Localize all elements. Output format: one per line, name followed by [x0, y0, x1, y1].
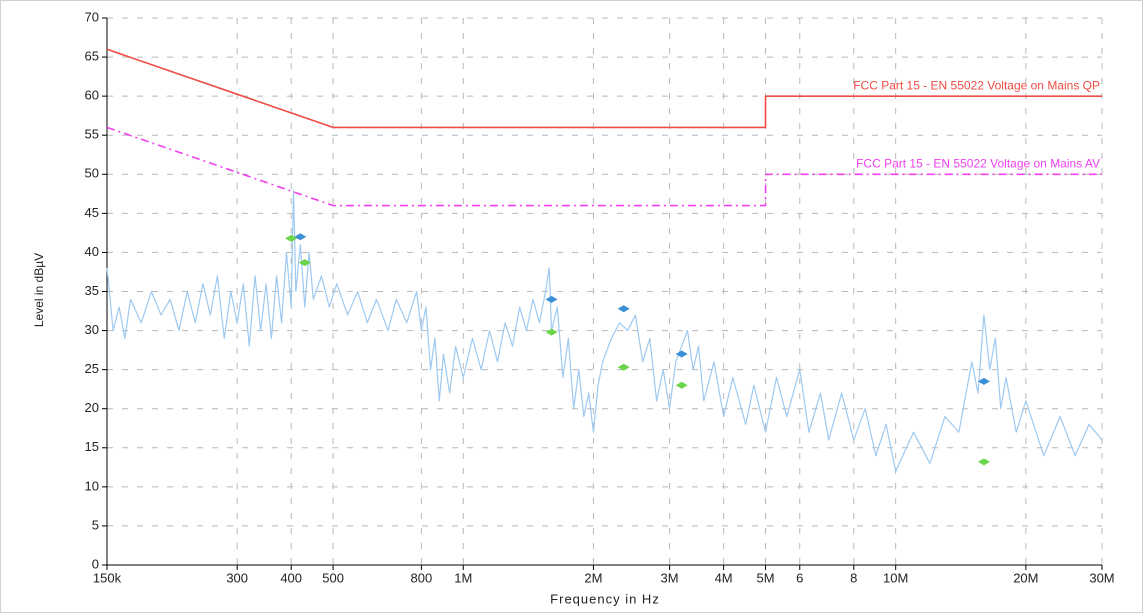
limit-label: FCC Part 15 - EN 55022 Voltage on Mains … [856, 156, 1100, 170]
data-marker [617, 363, 630, 371]
x-tick-label: 800 [411, 570, 433, 585]
y-tick-label: 40 [85, 244, 99, 259]
x-tick-label: 8 [850, 570, 857, 585]
x-tick-label: 300 [226, 570, 248, 585]
y-tick-label: 50 [85, 166, 99, 181]
x-tick-label: 2M [584, 570, 602, 585]
x-axis-title: Frequency in Hz [550, 591, 660, 606]
y-tick-label: 45 [85, 205, 99, 220]
data-marker [298, 259, 311, 267]
y-tick-label: 5 [92, 517, 99, 532]
data-marker [675, 381, 688, 389]
data-marker [545, 328, 558, 336]
x-tick-label: 500 [322, 570, 344, 585]
data-marker [294, 233, 307, 241]
y-tick-label: 35 [85, 283, 99, 298]
y-tick-label: 30 [85, 322, 99, 337]
data-marker [617, 305, 630, 313]
data-marker [977, 377, 990, 385]
x-tick-label: 400 [280, 570, 302, 585]
data-marker [675, 350, 688, 358]
y-tick-label: 20 [85, 400, 99, 415]
x-tick-label: 1M [454, 570, 472, 585]
limit-line [106, 126, 1102, 207]
y-axis-title: Level in dBµV [32, 253, 46, 327]
data-marker [977, 458, 990, 466]
x-tick-label: 20M [1013, 570, 1038, 585]
x-tick-label: 150k [93, 570, 122, 585]
y-tick-label: 25 [85, 361, 99, 376]
x-tick-label: 5M [756, 570, 774, 585]
y-tick-label: 15 [85, 439, 99, 454]
x-tick-label: 3M [661, 570, 679, 585]
y-tick-label: 10 [85, 478, 99, 493]
x-tick-label: 6 [796, 570, 803, 585]
data-marker [285, 234, 298, 242]
x-tick-label: 30M [1089, 570, 1114, 585]
y-tick-label: 70 [85, 9, 99, 24]
limit-line [106, 48, 1102, 129]
y-tick-label: 65 [85, 49, 99, 64]
limit-label: FCC Part 15 - EN 55022 Voltage on Mains … [853, 78, 1100, 92]
y-tick-label: 55 [85, 127, 99, 142]
trace [106, 189, 1103, 472]
x-tick-label: 10M [883, 570, 908, 585]
x-tick-label: 4M [715, 570, 733, 585]
y-tick-label: 60 [85, 88, 99, 103]
data-marker [545, 295, 558, 303]
y-tick-label: 0 [92, 556, 99, 571]
